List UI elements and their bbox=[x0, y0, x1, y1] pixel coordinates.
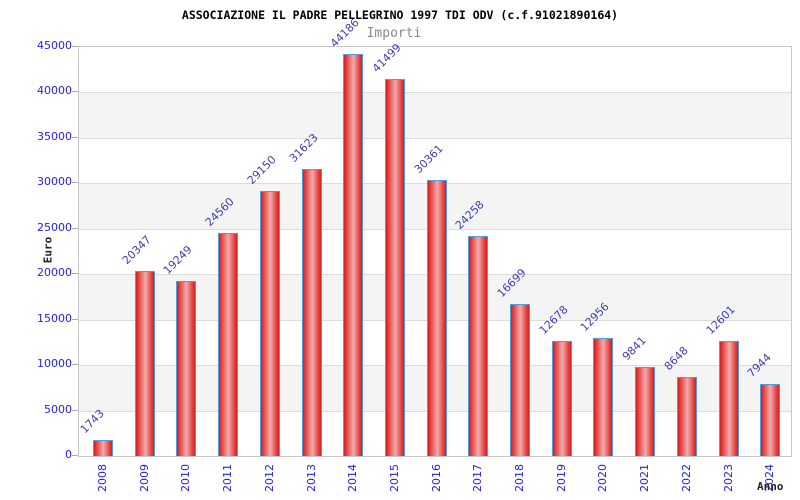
x-tick-label: 2011 bbox=[221, 464, 235, 492]
y-tick-label: 5000 bbox=[44, 402, 72, 416]
bar-2012 bbox=[259, 191, 280, 456]
bar-2018 bbox=[510, 304, 530, 456]
x-tick-label: 2015 bbox=[387, 464, 401, 492]
bar-2022 bbox=[676, 377, 697, 456]
x-tick-label: 2023 bbox=[721, 464, 735, 492]
x-tick-label: 2012 bbox=[262, 464, 276, 492]
y-tick-mark bbox=[72, 136, 78, 138]
x-tick-label: 2008 bbox=[96, 464, 109, 492]
bar-2009 bbox=[134, 271, 155, 456]
y-tick-label: 25000 bbox=[37, 220, 72, 234]
y-tick-label: 45000 bbox=[37, 39, 72, 52]
bar-2016 bbox=[426, 180, 447, 456]
y-tick-mark bbox=[72, 455, 78, 456]
bar-2020 bbox=[593, 338, 614, 456]
x-tick-label: 2020 bbox=[596, 464, 610, 492]
bar-2017 bbox=[468, 235, 489, 456]
grid-line bbox=[79, 92, 791, 94]
y-tick-label: 0 bbox=[65, 448, 72, 461]
bar-2013 bbox=[301, 168, 322, 456]
x-tick-label: 2017 bbox=[471, 464, 485, 492]
bar-2019 bbox=[551, 340, 572, 456]
y-tick-label: 30000 bbox=[37, 175, 72, 189]
y-tick-label: 10000 bbox=[37, 357, 72, 371]
x-tick-label: 2019 bbox=[554, 464, 568, 492]
bar-2010 bbox=[176, 281, 197, 456]
x-tick-label: 2016 bbox=[429, 464, 443, 492]
y-tick-mark bbox=[72, 318, 78, 320]
plot-area: 1743 20347 19249 24560 29150 31623 44186 41499 3… bbox=[78, 16, 792, 457]
x-axis-label: Anno bbox=[757, 480, 784, 493]
y-tick-mark bbox=[72, 91, 78, 93]
bar-2023 bbox=[718, 341, 739, 456]
bar-2021 bbox=[635, 366, 656, 456]
y-tick-mark bbox=[72, 273, 78, 275]
bar-2008 bbox=[93, 440, 113, 456]
y-tick-label: 40000 bbox=[37, 84, 72, 98]
bar-2024 bbox=[760, 383, 781, 456]
y-tick-mark bbox=[72, 182, 78, 184]
x-tick-label: 2010 bbox=[179, 464, 193, 492]
bar-2014 bbox=[343, 54, 364, 456]
grid-band bbox=[79, 92, 791, 138]
y-tick-mark bbox=[72, 409, 78, 411]
x-tick-label: 2021 bbox=[638, 464, 652, 492]
y-tick-mark bbox=[72, 364, 78, 366]
chart-title: ASSOCIAZIONE IL PADRE PELLEGRINO 1997 TD… bbox=[181, 8, 619, 22]
x-tick-label: 2014 bbox=[346, 464, 360, 492]
y-tick-mark bbox=[72, 46, 78, 47]
x-tick-label: 2009 bbox=[137, 464, 151, 492]
x-tick-label: 2018 bbox=[513, 464, 526, 492]
y-tick-label: 20000 bbox=[37, 266, 72, 280]
y-tick-label: 15000 bbox=[37, 311, 72, 325]
y-tick-label: 35000 bbox=[37, 129, 72, 143]
x-tick-label: 2013 bbox=[304, 464, 318, 492]
legend-importi: Importi bbox=[366, 26, 422, 41]
grid-band bbox=[79, 47, 791, 92]
bar-2015 bbox=[384, 78, 405, 456]
grid-line bbox=[79, 137, 791, 139]
x-tick-label: 2022 bbox=[679, 464, 693, 492]
bar-2011 bbox=[218, 232, 239, 456]
y-axis-label: Euro bbox=[41, 236, 55, 264]
y-tick-mark bbox=[72, 227, 78, 229]
